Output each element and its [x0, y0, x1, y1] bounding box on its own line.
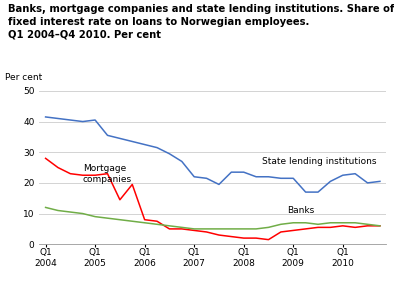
Text: Mortgage
companies: Mortgage companies: [83, 164, 132, 184]
Text: fixed interest rate on loans to Norwegian employees.: fixed interest rate on loans to Norwegia…: [8, 17, 309, 27]
Text: Per cent: Per cent: [5, 73, 42, 82]
Text: Banks, mortgage companies and state lending institutions. Share of: Banks, mortgage companies and state lend…: [8, 4, 394, 14]
Text: Q1 2004–Q4 2010. Per cent: Q1 2004–Q4 2010. Per cent: [8, 30, 161, 40]
Text: State lending institutions: State lending institutions: [262, 157, 377, 166]
Text: Banks: Banks: [287, 206, 314, 215]
